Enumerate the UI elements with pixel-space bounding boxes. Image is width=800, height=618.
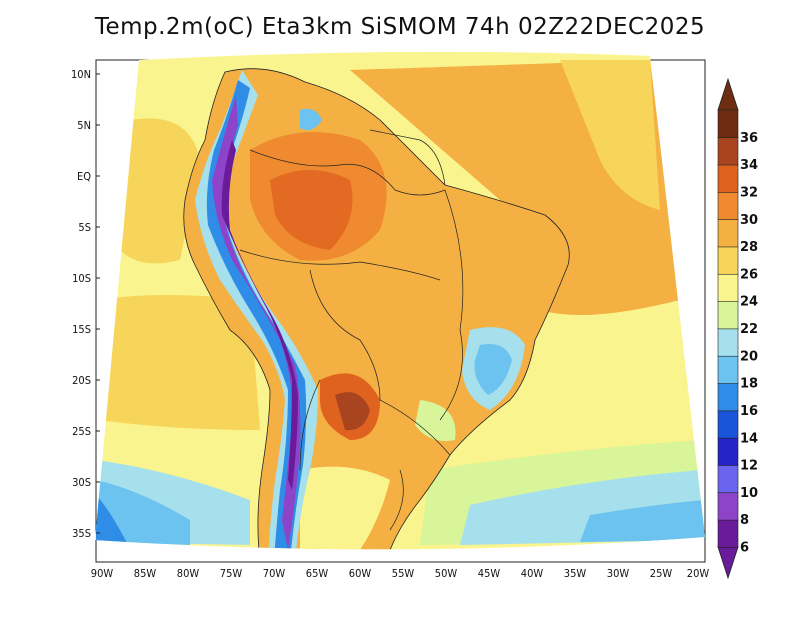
lon-label: 80W <box>177 567 200 580</box>
colorbar-label: 30 <box>740 213 758 228</box>
colorbar-label: 12 <box>740 459 758 474</box>
lat-label: 30S <box>72 476 91 489</box>
colorbar-cell <box>717 109 739 139</box>
colorbar-cell <box>717 164 739 193</box>
colorbar-label: 6 <box>740 541 749 556</box>
colorbar-cell <box>717 328 739 357</box>
colorbar-cell <box>717 382 739 412</box>
colorbar-label: 10 <box>740 486 758 501</box>
country-borders <box>239 129 464 531</box>
longitude-axis: 90W 85W 80W 75W 70W 65W 60W 55W 50W 45W … <box>91 567 710 580</box>
colorbar-label: 28 <box>740 240 758 255</box>
map-title: Temp.2m(oC) Eta3km SiSMOM 74h 02Z22DEC20… <box>94 14 706 40</box>
colorbar-label: 14 <box>740 431 758 446</box>
lat-label: 5S <box>78 221 91 234</box>
colorbar-cell <box>717 191 739 220</box>
colorbar-label: 8 <box>740 513 749 528</box>
lat-label: 10S <box>72 272 91 285</box>
colorbar-cell <box>717 355 739 384</box>
lon-label: 70W <box>263 567 286 580</box>
temperature-field <box>95 51 705 550</box>
colorbar-cell <box>717 410 739 439</box>
colorbar-cell <box>717 437 739 466</box>
colorbar: 6 8 10 12 14 16 18 20 22 24 26 28 30 32 34 36 <box>717 77 758 580</box>
lon-label: 35W <box>564 567 587 580</box>
colorbar-label: 34 <box>740 158 758 173</box>
colorbar-cell <box>717 137 739 166</box>
colorbar-label: 20 <box>740 349 758 364</box>
lat-label: 10N <box>71 68 91 81</box>
lon-label: 90W <box>91 567 114 580</box>
colorbar-cell <box>717 273 739 302</box>
lat-label: EQ <box>77 170 91 183</box>
lon-label: 75W <box>220 567 243 580</box>
lat-label: 35S <box>72 527 91 540</box>
colorbar-low-arrow <box>717 546 739 580</box>
lon-label: 45W <box>478 567 501 580</box>
colorbar-label: 16 <box>740 404 758 419</box>
lat-label: 15S <box>72 323 91 336</box>
colorbar-label: 32 <box>740 185 758 200</box>
lon-label: 30W <box>607 567 630 580</box>
colorbar-cell <box>717 464 739 494</box>
colorbar-label: 26 <box>740 267 758 282</box>
colorbar-label: 36 <box>740 131 758 146</box>
lon-label: 85W <box>134 567 157 580</box>
lat-label: 5N <box>77 119 91 132</box>
colorbar-label: 24 <box>740 295 758 310</box>
latitude-axis: 10N 5N EQ 5S 10S 15S 20S 25S 30S 35S <box>71 68 100 540</box>
lon-label: 55W <box>392 567 415 580</box>
lat-label: 20S <box>72 374 91 387</box>
colorbar-cell <box>717 519 739 548</box>
lon-label: 60W <box>349 567 372 580</box>
lon-label: 20W <box>687 567 710 580</box>
colorbar-cell <box>717 300 739 330</box>
colorbar-high-arrow <box>717 77 739 111</box>
colorbar-cell <box>717 246 739 275</box>
colorbar-label: 22 <box>740 322 758 337</box>
lat-label: 25S <box>72 425 91 438</box>
colorbar-cell <box>717 492 739 521</box>
lon-label: 25W <box>650 567 673 580</box>
colorbar-label: 18 <box>740 377 758 392</box>
lon-label: 40W <box>521 567 544 580</box>
lon-label: 50W <box>435 567 458 580</box>
lon-label: 65W <box>306 567 329 580</box>
colorbar-cell <box>717 218 739 248</box>
